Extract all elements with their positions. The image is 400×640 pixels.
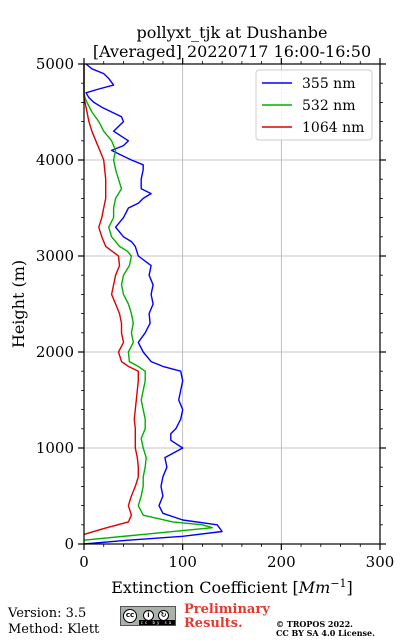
copyright-line2: CC BY SA 4.0 License. bbox=[276, 628, 375, 638]
chart-series bbox=[83, 63, 223, 545]
x-tick-label: 100 bbox=[168, 553, 197, 571]
y-tick-label: 3000 bbox=[36, 247, 74, 265]
y-tick-label: 2000 bbox=[36, 343, 74, 361]
x-axis-label-text: Extinction Coefficient [ bbox=[111, 578, 299, 597]
legend-label: 1064 nm bbox=[302, 120, 364, 136]
y-axis-label: Height (m) bbox=[9, 260, 28, 348]
y-tick-label: 0 bbox=[64, 535, 74, 553]
y-tick-label: 1000 bbox=[36, 439, 74, 457]
license-strip: cc by sa bbox=[139, 620, 175, 625]
cc-icon: cc bbox=[123, 609, 137, 623]
copyright-notice: © TROPOS 2022. CC BY SA 4.0 License. bbox=[276, 620, 375, 638]
series-line-355-nm bbox=[83, 63, 223, 545]
copyright-line1: © TROPOS 2022. bbox=[276, 619, 353, 629]
series-line-1064-nm bbox=[83, 64, 139, 536]
preliminary-line2: Results. bbox=[184, 616, 243, 631]
x-axis-label-end: ] bbox=[347, 578, 353, 597]
x-tick-label: 200 bbox=[267, 553, 296, 571]
preliminary-line1: Preliminary bbox=[184, 602, 270, 617]
extinction-chart: pollyxt_tjk at Dushanbe [Averaged] 20220… bbox=[9, 23, 395, 597]
chart-title-line2: [Averaged] 20220717 16:00-16:50 bbox=[93, 42, 371, 61]
chart-grid bbox=[84, 64, 380, 544]
x-axis-label: Extinction Coefficient [Mm−1] bbox=[111, 577, 353, 597]
legend-label: 532 nm bbox=[302, 98, 355, 114]
y-tick-label: 4000 bbox=[36, 151, 74, 169]
series-line-532-nm bbox=[83, 64, 213, 541]
version-text: Version: 3.5 bbox=[8, 606, 87, 621]
preliminary-notice: Preliminary Results. bbox=[184, 603, 270, 631]
chart-legend: 355 nm 532 nm 1064 nm bbox=[255, 69, 373, 141]
x-axis-label-exponent: −1 bbox=[330, 577, 346, 590]
plot-frame bbox=[83, 63, 381, 545]
x-tick-label: 300 bbox=[366, 553, 395, 571]
chart-title-line1: pollyxt_tjk at Dushanbe bbox=[136, 23, 327, 42]
x-axis-label-unit: Mm bbox=[298, 578, 331, 597]
legend-label: 355 nm bbox=[302, 76, 355, 92]
x-tick-label: 0 bbox=[79, 553, 89, 571]
method-text: Method: Klett bbox=[8, 622, 100, 637]
cc-license-badge: cc i ↻ cc by sa bbox=[120, 606, 176, 626]
y-tick-label: 5000 bbox=[36, 55, 74, 73]
legend-box bbox=[255, 69, 373, 141]
